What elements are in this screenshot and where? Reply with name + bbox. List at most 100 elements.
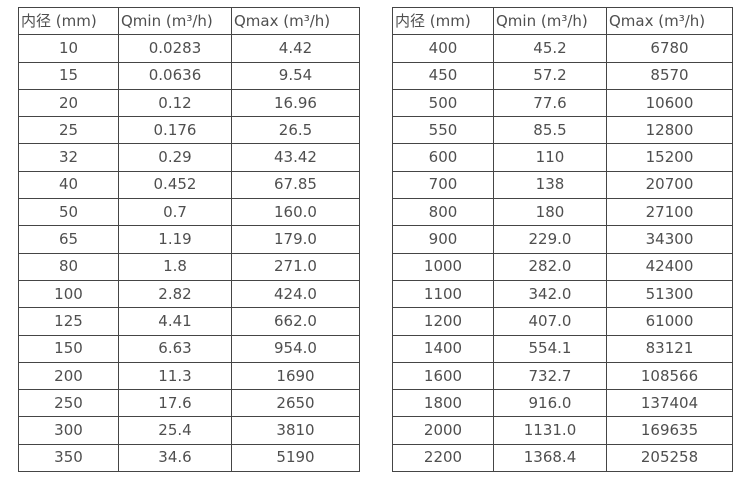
table-cell: 500 xyxy=(392,88,494,118)
table-row: 300 25.4 3810 xyxy=(18,416,360,445)
table-cell: 732.7 xyxy=(493,361,607,391)
table-row: 40 0.452 67.85 xyxy=(18,170,360,200)
table-row: 1800 916.0 137404 xyxy=(392,389,733,418)
table-cell: 2000 xyxy=(392,416,494,445)
table-row: 50 0.7 160.0 xyxy=(18,198,360,227)
table-cell: 0.0283 xyxy=(118,34,232,63)
table-cell: 20 xyxy=(18,88,119,118)
table-row: 450 57.2 8570 xyxy=(392,61,733,90)
table-cell: 900 xyxy=(392,225,494,254)
table-cell: 26.5 xyxy=(231,116,360,145)
table-cell: 16.96 xyxy=(231,88,360,118)
table-cell: 1368.4 xyxy=(493,443,607,473)
table-cell: 800 xyxy=(392,198,494,227)
table-cell: 110 xyxy=(493,143,607,172)
table-row: 550 85.5 12800 xyxy=(392,116,733,145)
table-cell: 137404 xyxy=(606,389,733,418)
table-row: 32 0.29 43.42 xyxy=(18,143,360,172)
table-cell: 8570 xyxy=(606,61,733,90)
table-cell: 10600 xyxy=(606,88,733,118)
table-cell: 138 xyxy=(493,170,607,200)
table-cell: 424.0 xyxy=(231,279,360,309)
table-cell: 0.29 xyxy=(118,143,232,172)
table-cell: 1690 xyxy=(231,361,360,391)
table-row: 10 0.0283 4.42 xyxy=(18,34,360,63)
table-cell: 83121 xyxy=(606,334,733,363)
table-row: 80 1.8 271.0 xyxy=(18,252,360,281)
table-row: 1000 282.0 42400 xyxy=(392,252,733,281)
table-cell: 916.0 xyxy=(493,389,607,418)
table-cell: 1.19 xyxy=(118,225,232,254)
table-cell: 6.63 xyxy=(118,334,232,363)
table-cell: 15 xyxy=(18,61,119,90)
table-cell: 350 xyxy=(18,443,119,473)
table-cell: 12800 xyxy=(606,116,733,145)
column-header: 内径 (mm) xyxy=(18,6,119,36)
table-cell: 229.0 xyxy=(493,225,607,254)
table-row: 150 6.63 954.0 xyxy=(18,334,360,363)
table-cell: 407.0 xyxy=(493,307,607,336)
table-cell: 11.3 xyxy=(118,361,232,391)
table-cell: 17.6 xyxy=(118,389,232,418)
table-row: 2000 1131.0 169635 xyxy=(392,416,733,445)
table-cell: 200 xyxy=(18,361,119,391)
table-row: 400 45.2 6780 xyxy=(392,34,733,63)
table-cell: 67.85 xyxy=(231,170,360,200)
table-row: 1100 342.0 51300 xyxy=(392,279,733,309)
table-row: 25 0.176 26.5 xyxy=(18,116,360,145)
table-cell: 5190 xyxy=(231,443,360,473)
table-cell: 0.452 xyxy=(118,170,232,200)
table-row: 1600 732.7 108566 xyxy=(392,361,733,391)
table-cell: 954.0 xyxy=(231,334,360,363)
table-cell: 150 xyxy=(18,334,119,363)
table-row: 500 77.6 10600 xyxy=(392,88,733,118)
table-cell: 42400 xyxy=(606,252,733,281)
table-cell: 108566 xyxy=(606,361,733,391)
column-header: Qmin (m³/h) xyxy=(493,6,607,36)
table-row: 350 34.6 5190 xyxy=(18,443,360,473)
table-cell: 51300 xyxy=(606,279,733,309)
table-cell: 10 xyxy=(18,34,119,63)
table-cell: 65 xyxy=(18,225,119,254)
table-cell: 34.6 xyxy=(118,443,232,473)
table-cell: 57.2 xyxy=(493,61,607,90)
table-cell: 27100 xyxy=(606,198,733,227)
table-cell: 85.5 xyxy=(493,116,607,145)
table-row: 20 0.12 16.96 xyxy=(18,88,360,118)
table-row: 2200 1368.4 205258 xyxy=(392,443,733,473)
table-row: 1200 407.0 61000 xyxy=(392,307,733,336)
table-row: 15 0.0636 9.54 xyxy=(18,61,360,90)
table-cell: 4.41 xyxy=(118,307,232,336)
table-cell: 250 xyxy=(18,389,119,418)
table-cell: 2650 xyxy=(231,389,360,418)
column-header: 内径 (mm) xyxy=(392,6,494,36)
table-cell: 700 xyxy=(392,170,494,200)
table-cell: 0.176 xyxy=(118,116,232,145)
table-cell: 1.8 xyxy=(118,252,232,281)
column-header: Qmax (m³/h) xyxy=(606,6,733,36)
table-cell: 1800 xyxy=(392,389,494,418)
table-row: 800 180 27100 xyxy=(392,198,733,227)
table-cell: 34300 xyxy=(606,225,733,254)
table-cell: 205258 xyxy=(606,443,733,473)
table-cell: 400 xyxy=(392,34,494,63)
table-cell: 45.2 xyxy=(493,34,607,63)
table-cell: 179.0 xyxy=(231,225,360,254)
table-cell: 125 xyxy=(18,307,119,336)
table-cell: 300 xyxy=(18,416,119,445)
table-cell: 1400 xyxy=(392,334,494,363)
table-cell: 25 xyxy=(18,116,119,145)
table-cell: 2200 xyxy=(392,443,494,473)
table-cell: 550 xyxy=(392,116,494,145)
flow-spec-table-small-diameters: 内径 (mm) Qmin (m³/h) Qmax (m³/h) 10 0.0283 4.4… xyxy=(18,6,360,473)
table-cell: 20700 xyxy=(606,170,733,200)
table-cell: 0.0636 xyxy=(118,61,232,90)
table-cell: 342.0 xyxy=(493,279,607,309)
table-row: 65 1.19 179.0 xyxy=(18,225,360,254)
header-row: 内径 (mm) Qmin (m³/h) Qmax (m³/h) xyxy=(18,6,360,36)
table-cell: 40 xyxy=(18,170,119,200)
table-cell: 0.7 xyxy=(118,198,232,227)
table-cell: 25.4 xyxy=(118,416,232,445)
table-cell: 450 xyxy=(392,61,494,90)
